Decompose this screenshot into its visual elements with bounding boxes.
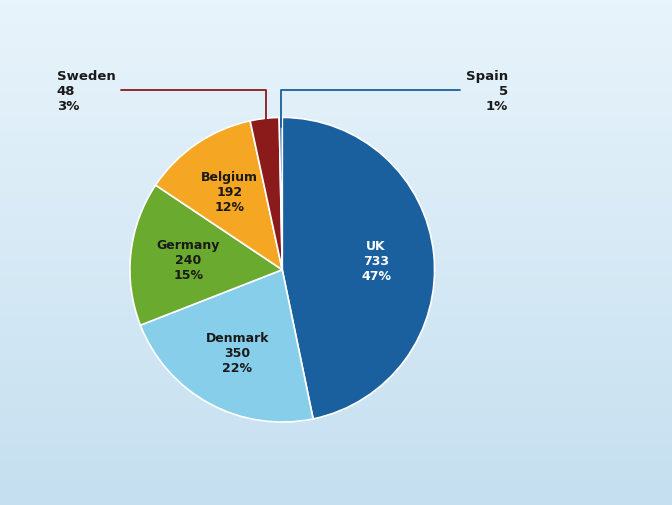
- Text: UK
733
47%: UK 733 47%: [361, 239, 391, 282]
- Wedge shape: [140, 270, 313, 422]
- Wedge shape: [282, 118, 435, 419]
- Text: Spain
5
1%: Spain 5 1%: [281, 70, 507, 128]
- Text: Germany
240
15%: Germany 240 15%: [157, 238, 220, 281]
- Text: Sweden
48
3%: Sweden 48 3%: [57, 70, 266, 128]
- Text: Belgium
192
12%: Belgium 192 12%: [201, 171, 257, 214]
- Wedge shape: [156, 122, 282, 270]
- Wedge shape: [250, 118, 282, 270]
- Wedge shape: [279, 118, 282, 270]
- Text: Denmark
350
22%: Denmark 350 22%: [206, 332, 269, 375]
- Wedge shape: [130, 186, 282, 326]
